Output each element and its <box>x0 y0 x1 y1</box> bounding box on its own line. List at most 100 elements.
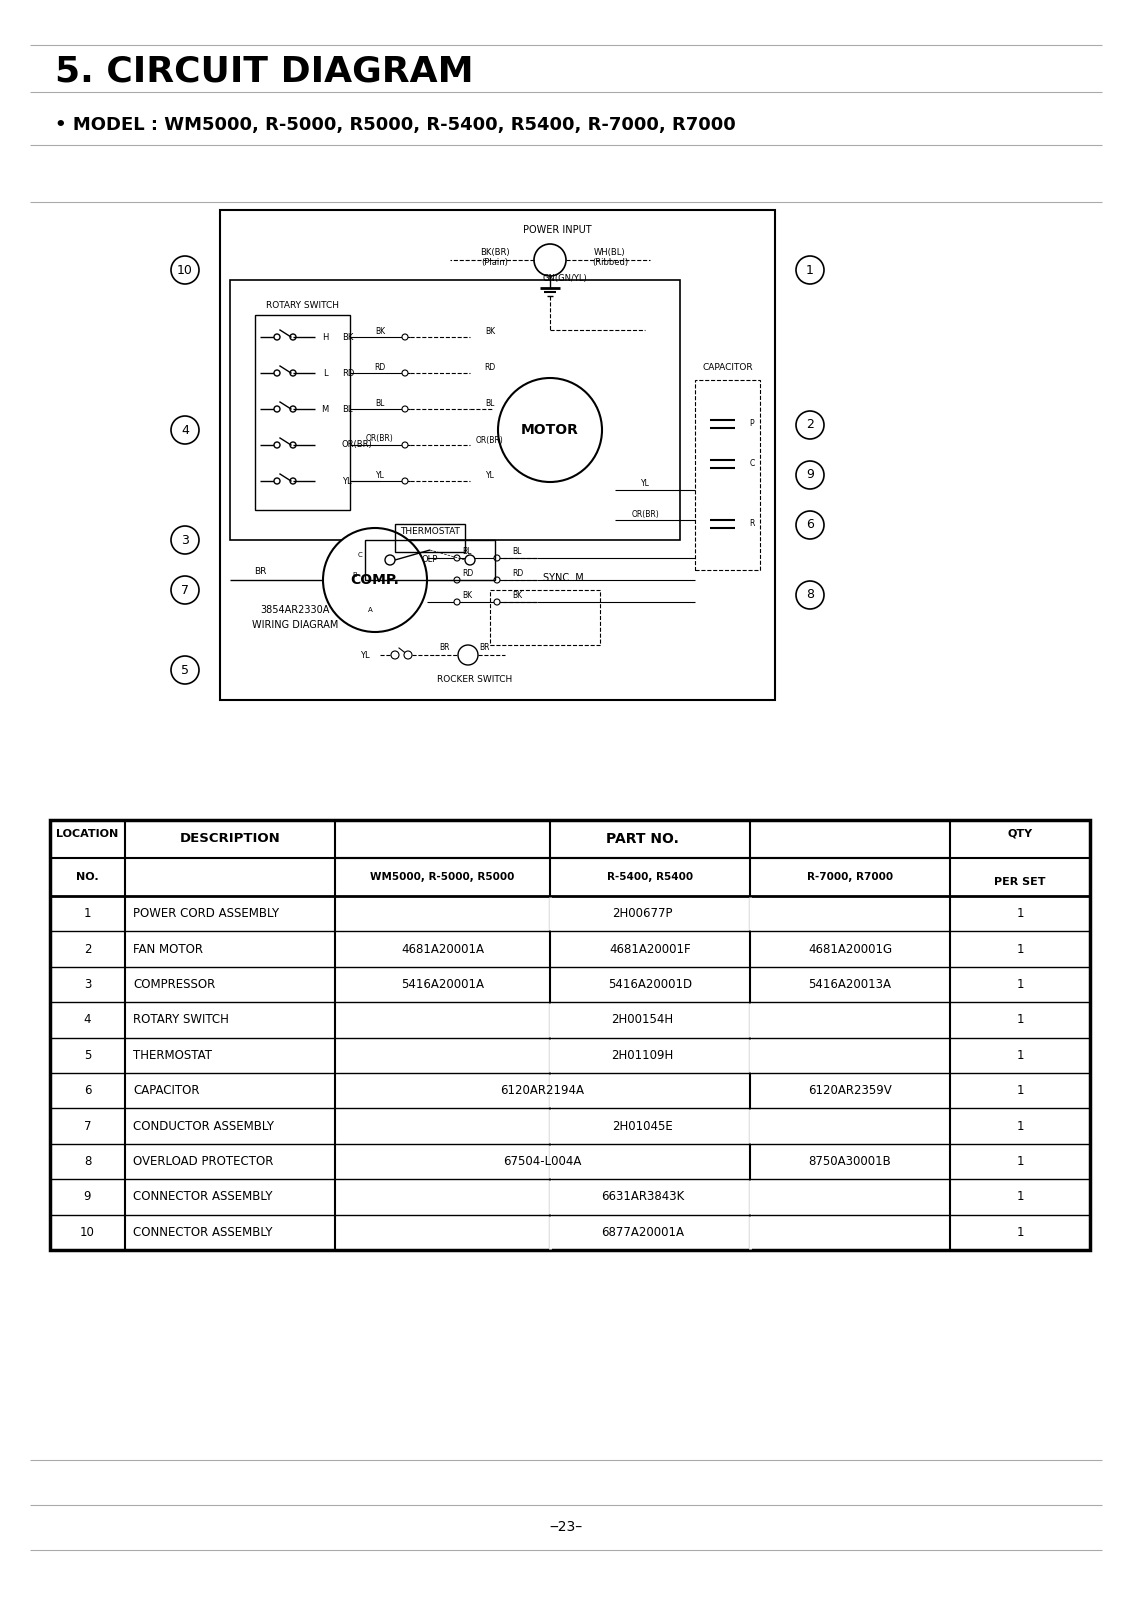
Text: 9: 9 <box>84 1190 92 1203</box>
Text: R-5400, R5400: R-5400, R5400 <box>607 872 693 882</box>
Text: 10: 10 <box>80 1226 95 1238</box>
Text: 1: 1 <box>1017 907 1023 920</box>
Text: COMP.: COMP. <box>351 573 400 587</box>
Circle shape <box>290 478 295 483</box>
Text: R-7000, R7000: R-7000, R7000 <box>807 872 893 882</box>
Text: (Ribbed): (Ribbed) <box>592 259 628 267</box>
Text: ROCKER SWITCH: ROCKER SWITCH <box>437 675 513 685</box>
Text: BK: BK <box>375 326 385 336</box>
Text: DESCRIPTION: DESCRIPTION <box>180 832 281 845</box>
Text: WH(BL): WH(BL) <box>594 248 626 256</box>
Text: BK: BK <box>462 592 472 600</box>
Text: 3: 3 <box>84 978 92 990</box>
Circle shape <box>796 461 824 490</box>
Circle shape <box>796 510 824 539</box>
Text: CONNECTOR ASSEMBLY: CONNECTOR ASSEMBLY <box>132 1190 273 1203</box>
Text: RD: RD <box>375 363 386 371</box>
Text: 1: 1 <box>84 907 92 920</box>
Text: 3854AR2330A: 3854AR2330A <box>260 605 329 614</box>
Circle shape <box>391 651 398 659</box>
Circle shape <box>274 370 280 376</box>
Bar <box>395 525 465 552</box>
Text: BL: BL <box>376 398 385 408</box>
Text: 1: 1 <box>1017 942 1023 955</box>
Circle shape <box>323 528 427 632</box>
Text: ROTARY SWITCH: ROTARY SWITCH <box>132 1013 229 1027</box>
Text: 3: 3 <box>181 533 189 547</box>
Text: THERMOSTAT: THERMOSTAT <box>400 526 460 536</box>
Circle shape <box>454 578 460 582</box>
Text: GN(GN/YL): GN(GN/YL) <box>542 274 588 283</box>
Circle shape <box>290 334 295 341</box>
Text: RD: RD <box>342 368 354 378</box>
Text: B: B <box>353 573 358 578</box>
Text: 5. CIRCUIT DIAGRAM: 5. CIRCUIT DIAGRAM <box>55 54 473 90</box>
Text: 2H00154H: 2H00154H <box>611 1013 674 1027</box>
Text: 2: 2 <box>806 419 814 432</box>
Circle shape <box>402 370 408 376</box>
Text: LOCATION: LOCATION <box>57 829 119 838</box>
Text: 1: 1 <box>1017 1085 1023 1098</box>
Text: BL: BL <box>486 400 495 408</box>
Text: 8: 8 <box>84 1155 92 1168</box>
Circle shape <box>290 442 295 448</box>
Text: 7: 7 <box>84 1120 92 1133</box>
Text: ‒23–: ‒23– <box>549 1520 583 1534</box>
Text: 1: 1 <box>1017 1226 1023 1238</box>
Text: 10: 10 <box>177 264 192 277</box>
Text: CONDUCTOR ASSEMBLY: CONDUCTOR ASSEMBLY <box>132 1120 274 1133</box>
Circle shape <box>494 578 500 582</box>
Text: 6: 6 <box>84 1085 92 1098</box>
Text: 2: 2 <box>84 942 92 955</box>
Text: POWER CORD ASSEMBLY: POWER CORD ASSEMBLY <box>132 907 280 920</box>
Circle shape <box>494 555 500 562</box>
Text: H: H <box>321 333 328 341</box>
Bar <box>230 280 680 541</box>
Text: OR(BR): OR(BR) <box>366 435 394 443</box>
Text: 5416A20001D: 5416A20001D <box>608 978 692 990</box>
Text: WIRING DIAGRAM: WIRING DIAGRAM <box>251 619 338 630</box>
Text: 6120AR2359V: 6120AR2359V <box>808 1085 892 1098</box>
Text: BK(BR): BK(BR) <box>480 248 509 256</box>
Text: BL: BL <box>462 547 471 557</box>
Text: BK: BK <box>342 333 353 341</box>
Text: COMPRESSOR: COMPRESSOR <box>132 978 215 990</box>
Text: PER SET: PER SET <box>994 877 1046 886</box>
Text: OR(BR): OR(BR) <box>342 440 372 450</box>
Circle shape <box>290 370 295 376</box>
Text: 1: 1 <box>1017 1050 1023 1062</box>
Circle shape <box>402 334 408 341</box>
Text: C: C <box>358 552 362 558</box>
Text: BK: BK <box>484 328 495 336</box>
Bar <box>490 590 600 645</box>
Circle shape <box>385 555 395 565</box>
Circle shape <box>458 645 478 666</box>
Circle shape <box>402 442 408 448</box>
Text: NO.: NO. <box>76 872 98 882</box>
Text: 67504-L004A: 67504-L004A <box>504 1155 582 1168</box>
Text: 4: 4 <box>181 424 189 437</box>
Circle shape <box>796 256 824 285</box>
Circle shape <box>171 576 199 603</box>
Text: R: R <box>749 520 755 528</box>
Text: 5416A20001A: 5416A20001A <box>401 978 484 990</box>
Text: 8750A30001B: 8750A30001B <box>808 1155 891 1168</box>
Text: 6631AR3843K: 6631AR3843K <box>601 1190 684 1203</box>
Circle shape <box>534 243 566 275</box>
Text: 5416A20013A: 5416A20013A <box>808 978 892 990</box>
Circle shape <box>465 555 475 565</box>
Circle shape <box>796 411 824 438</box>
Text: SYNC. M.: SYNC. M. <box>543 573 586 582</box>
Text: M: M <box>321 405 328 413</box>
Text: RD: RD <box>462 570 473 579</box>
Bar <box>220 210 775 701</box>
Text: THERMOSTAT: THERMOSTAT <box>132 1050 212 1062</box>
Circle shape <box>274 406 280 411</box>
Circle shape <box>494 598 500 605</box>
Text: 7: 7 <box>181 584 189 597</box>
Circle shape <box>454 598 460 605</box>
Text: BR: BR <box>480 643 490 651</box>
Text: 6120AR2194A: 6120AR2194A <box>500 1085 584 1098</box>
Text: PART NO.: PART NO. <box>606 832 679 846</box>
Text: 1: 1 <box>1017 1155 1023 1168</box>
